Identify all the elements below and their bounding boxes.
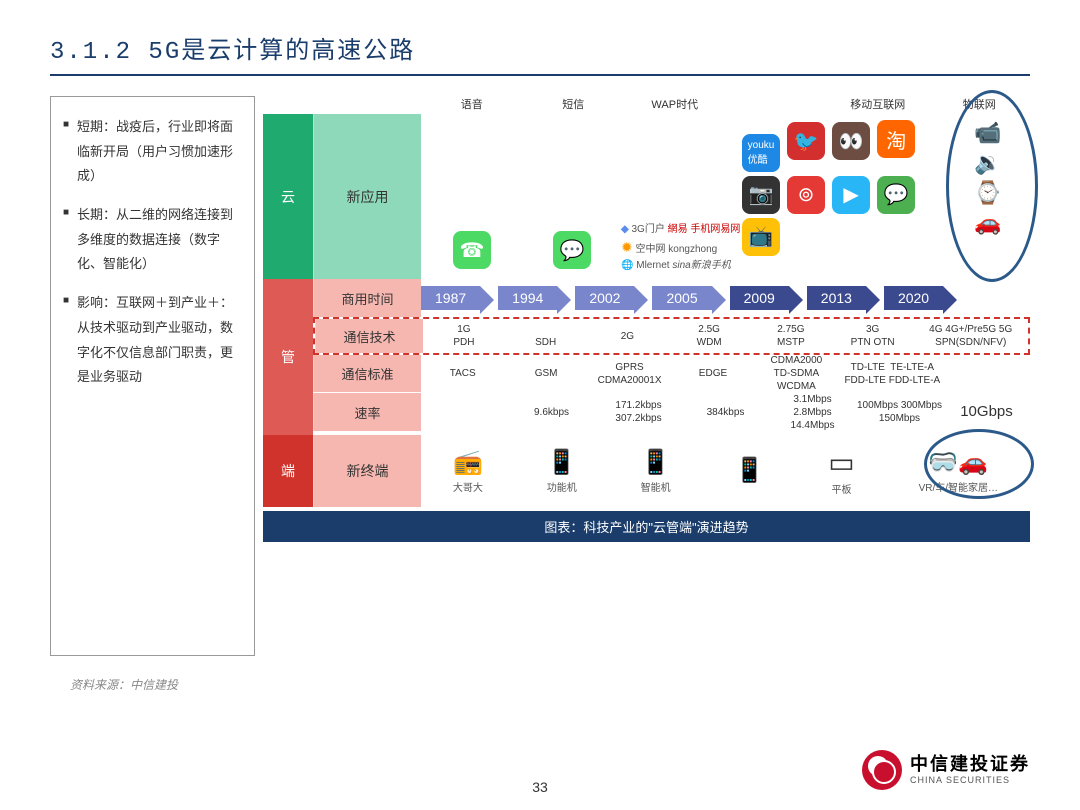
year: 2020 bbox=[884, 286, 943, 310]
year: 2002 bbox=[575, 286, 634, 310]
era-label: 短信 bbox=[523, 96, 625, 114]
iot-highlight-circle bbox=[946, 90, 1038, 282]
company-logo: 中信建投证券 CHINA SECURITIES bbox=[862, 750, 1030, 790]
logo-cn: 中信建投证券 bbox=[910, 754, 1030, 776]
pipe-label: 管 bbox=[263, 279, 313, 435]
era-label: 移动互联网 bbox=[827, 96, 929, 114]
tech-cells: 1GPDH SDH 2G 2.5GWDM 2.75GMSTP 3GPTN OTN… bbox=[423, 319, 1028, 353]
source-text: 资料来源：中信建投 bbox=[70, 676, 1030, 693]
year: 2005 bbox=[652, 286, 711, 310]
tech-row: 通信技术 1GPDH SDH 2G 2.5GWDM 2.75GMSTP 3GPT… bbox=[313, 317, 1030, 355]
year: 2009 bbox=[730, 286, 789, 310]
row-label-speed: 速率 bbox=[313, 393, 421, 431]
era-label bbox=[726, 96, 828, 114]
logo-en: CHINA SECURITIES bbox=[910, 775, 1030, 786]
era-label: 语音 bbox=[421, 96, 523, 114]
year-cells: 1987 1994 2002 2005 2009 2013 2020 bbox=[421, 279, 1030, 317]
bullet-item: 短期：战疫后，行业即将面临新开局（用户习惯加速形成） bbox=[63, 115, 242, 189]
bullet-list: 短期：战疫后，行业即将面临新开局（用户习惯加速形成） 长期：从二维的网络连接到多… bbox=[50, 96, 255, 656]
device-icons: 📻大哥大 📱功能机 📱智能机 📱 ▭平板 🥽🚗VR/车/智能家居… bbox=[421, 435, 1030, 507]
row-label-tech: 通信技术 bbox=[315, 319, 423, 353]
year: 1987 bbox=[421, 286, 480, 310]
bullet-item: 长期：从二维的网络连接到多维度的数据连接（数字化、智能化） bbox=[63, 203, 242, 277]
message-icon: 💬 bbox=[553, 231, 591, 269]
row-label-std: 通信标准 bbox=[313, 355, 421, 392]
future-device-circle bbox=[924, 429, 1034, 499]
evolution-diagram: 语音 短信 WAP时代 移动互联网 物联网 云 新应用 ☎ 💬 bbox=[263, 96, 1030, 656]
standard-row: 通信标准 TACSGSM GPRS CDMA20001XEDGE CDMA200… bbox=[313, 355, 1030, 393]
content-area: 短期：战疫后，行业即将面临新开局（用户习惯加速形成） 长期：从二维的网络连接到多… bbox=[50, 96, 1030, 656]
slide-title: 3.1.2 5G是云计算的高速公路 bbox=[50, 30, 1030, 66]
standard-cells: TACSGSM GPRS CDMA20001XEDGE CDMA2000 TD-… bbox=[421, 355, 1030, 392]
speed-cells: 9.6kbps 171.2kbps 307.2kbps384kbps 3.1Mb… bbox=[421, 393, 1030, 431]
year: 1994 bbox=[498, 286, 557, 310]
logo-icon bbox=[862, 750, 902, 790]
wap-brands: ◆ 3G门户 網易 手机网易网 ✹ 空中网 kongzhong 🌐 Mlerne… bbox=[621, 222, 740, 273]
cloud-sublabel: 新应用 bbox=[313, 114, 421, 279]
cloud-layer: 云 新应用 ☎ 💬 ◆ 3G门户 網易 手机网易网 ✹ 空中网 kongzhon… bbox=[263, 114, 1030, 279]
cloud-label: 云 bbox=[263, 114, 313, 279]
diagram-caption: 图表：科技产业的"云管端"演进趋势 bbox=[263, 511, 1030, 542]
pipe-layer: 管 商用时间 1987 1994 2002 2005 2009 2013 202… bbox=[263, 279, 1030, 435]
title-underline bbox=[50, 74, 1030, 76]
terminal-layer: 端 新终端 📻大哥大 📱功能机 📱智能机 📱 ▭平板 🥽🚗VR/车/智能家居… bbox=[263, 435, 1030, 507]
terminal-sublabel: 新终端 bbox=[313, 435, 421, 507]
speed-row: 速率 9.6kbps 171.2kbps 307.2kbps384kbps 3.… bbox=[313, 393, 1030, 431]
phone-icon: ☎ bbox=[453, 231, 491, 269]
bullet-item: 影响：互联网＋到产业＋：从技术驱动到产业驱动，数字化不仅信息部门职责，更是业务驱… bbox=[63, 291, 242, 390]
mobile-apps: youku优酷 🐦 👀 淘 📷 ⊚ ▶ 💬 📺 bbox=[740, 118, 920, 258]
era-label: WAP时代 bbox=[624, 96, 726, 114]
era-row: 语音 短信 WAP时代 移动互联网 物联网 bbox=[421, 96, 1030, 114]
page-number: 33 bbox=[532, 779, 548, 795]
row-label-year: 商用时间 bbox=[313, 279, 421, 317]
terminal-label: 端 bbox=[263, 435, 313, 507]
year: 2013 bbox=[807, 286, 866, 310]
app-icons-area: ☎ 💬 ◆ 3G门户 網易 手机网易网 ✹ 空中网 kongzhong 🌐 Ml… bbox=[421, 114, 1030, 279]
timeline-row: 商用时间 1987 1994 2002 2005 2009 2013 2020 bbox=[313, 279, 1030, 317]
